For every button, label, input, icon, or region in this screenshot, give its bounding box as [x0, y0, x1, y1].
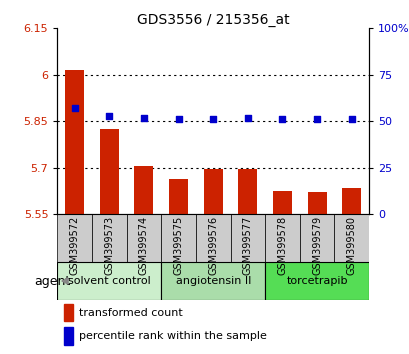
Bar: [238, 169, 257, 214]
Text: GSM399574: GSM399574: [139, 216, 148, 275]
Title: GDS3556 / 215356_at: GDS3556 / 215356_at: [137, 13, 289, 27]
Point: [140, 115, 147, 120]
Text: GSM399578: GSM399578: [277, 216, 287, 275]
Point: [244, 115, 250, 120]
Bar: [134, 166, 153, 214]
Text: angiotensin II: angiotensin II: [175, 276, 250, 286]
Text: GSM399575: GSM399575: [173, 216, 183, 275]
Point: [175, 116, 182, 122]
Bar: [161, 262, 265, 301]
Point: [209, 116, 216, 122]
Bar: [203, 169, 222, 214]
Bar: [57, 262, 161, 301]
Text: torcetrapib: torcetrapib: [285, 276, 347, 286]
Text: percentile rank within the sample: percentile rank within the sample: [79, 331, 266, 341]
Bar: [265, 262, 368, 301]
Bar: [272, 191, 291, 214]
Point: [279, 116, 285, 122]
Bar: [63, 304, 73, 321]
Text: transformed count: transformed count: [79, 308, 182, 318]
Text: GSM399580: GSM399580: [346, 216, 356, 275]
Text: GSM399573: GSM399573: [104, 216, 114, 275]
Text: GSM399576: GSM399576: [208, 216, 218, 275]
Bar: [92, 214, 126, 262]
Bar: [99, 129, 119, 214]
Bar: [307, 193, 326, 214]
Bar: [63, 327, 73, 344]
Bar: [265, 214, 299, 262]
Bar: [342, 188, 360, 214]
Point: [106, 113, 112, 119]
Text: GSM399572: GSM399572: [70, 216, 79, 275]
Bar: [126, 214, 161, 262]
Text: GSM399577: GSM399577: [242, 216, 252, 275]
Bar: [169, 178, 188, 214]
Bar: [65, 70, 84, 214]
Bar: [161, 214, 196, 262]
Text: agent: agent: [34, 275, 70, 287]
Bar: [196, 214, 230, 262]
Text: solvent control: solvent control: [68, 276, 151, 286]
Bar: [230, 214, 265, 262]
Point: [348, 116, 354, 122]
Bar: [334, 214, 368, 262]
Bar: [299, 214, 334, 262]
Text: GSM399579: GSM399579: [311, 216, 321, 275]
Point: [313, 116, 319, 122]
Bar: [57, 214, 92, 262]
Point: [71, 105, 78, 111]
